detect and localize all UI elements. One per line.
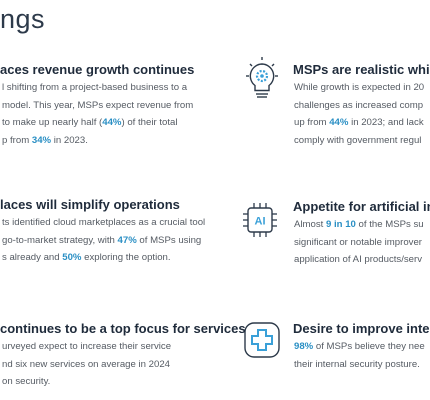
body-line: 98% of MSPs believe they nee	[294, 341, 425, 352]
highlight: 50%	[62, 252, 82, 263]
text: Almost	[294, 219, 326, 230]
icon-label: AI	[255, 216, 266, 228]
text: on security.	[2, 376, 51, 387]
page-title: ngs	[0, 4, 46, 34]
body-line: ts identified cloud marketplaces as a cr…	[2, 217, 205, 228]
text: in 2023.	[51, 134, 88, 146]
body-line: While growth is expected in 20	[294, 82, 424, 93]
text: to make up nearly half (	[2, 117, 103, 128]
text: of the MSPs su	[355, 219, 424, 230]
section-heading: laces will simplify operations	[0, 197, 180, 212]
text: urveyed expect to increase their service	[2, 341, 172, 352]
body-line: comply with government regul	[294, 135, 421, 146]
text: model. This year, MSPs expect revenue fr…	[2, 99, 194, 111]
highlight: 9 in 10	[326, 219, 356, 230]
lightbulb-icon	[246, 57, 278, 98]
body-line: their internal security posture.	[294, 359, 420, 370]
body-line: l shifting from a project-based business…	[2, 82, 187, 93]
text: their internal security posture.	[294, 358, 420, 370]
text: exploring the option.	[81, 252, 171, 263]
highlight: 44%	[102, 117, 122, 128]
text: up from	[294, 117, 330, 128]
body-line: s already and 50% exploring the option.	[2, 252, 171, 263]
health-cross-icon	[244, 322, 280, 358]
text: of MSPs believe they nee	[313, 341, 425, 352]
text: in 2023; and lack	[348, 117, 424, 128]
section-heading: aces revenue growth continues	[0, 62, 195, 77]
body-line: challenges as increased comp	[294, 100, 423, 111]
body-line: go-to-market strategy, with 47% of MSPs …	[2, 235, 201, 246]
text: go-to-market strategy, with	[2, 234, 118, 246]
section-heading: Desire to improve intern	[293, 321, 430, 336]
body-line: nd six new services on average in 2024	[2, 359, 170, 370]
text: of MSPs using	[136, 234, 202, 246]
text: ts identified cloud marketplaces as a cr…	[2, 217, 206, 228]
body-line: urveyed expect to increase their service	[2, 341, 171, 352]
text: challenges as increased comp	[294, 99, 424, 111]
highlight: 47%	[117, 234, 137, 246]
highlight: 44%	[329, 117, 349, 128]
text: While growth is expected in 20	[294, 82, 425, 93]
body-line: Almost 9 in 10 of the MSPs su	[294, 219, 424, 230]
ai-chip-icon: AI	[243, 203, 277, 237]
body-line: up from 44% in 2023; and lack	[294, 117, 424, 128]
text: significant or notable improver	[294, 236, 422, 248]
text: p from	[2, 134, 32, 146]
text: comply with government regul	[294, 134, 422, 146]
highlight: 98%	[294, 341, 314, 352]
text: l shifting from a project-based business…	[2, 82, 188, 93]
body-line: application of AI products/serv	[294, 254, 422, 265]
highlight: 34%	[31, 134, 52, 146]
body-line: to make up nearly half (44%) of their to…	[2, 117, 177, 128]
text: application of AI products/serv	[294, 254, 422, 265]
section-heading: MSPs are realistic while	[293, 62, 430, 77]
section-heading: continues to be a top focus for services	[0, 321, 246, 336]
body-line: model. This year, MSPs expect revenue fr…	[2, 100, 193, 111]
section-heading: Appetite for artificial inte	[293, 199, 430, 214]
body-line: p from 34% in 2023.	[2, 135, 88, 146]
text: nd six new services on average in 2024	[2, 358, 170, 370]
text: s already and	[2, 252, 63, 263]
body-line: significant or notable improver	[294, 237, 422, 248]
text: ) of their total	[121, 117, 178, 128]
body-line: on security.	[2, 376, 50, 387]
